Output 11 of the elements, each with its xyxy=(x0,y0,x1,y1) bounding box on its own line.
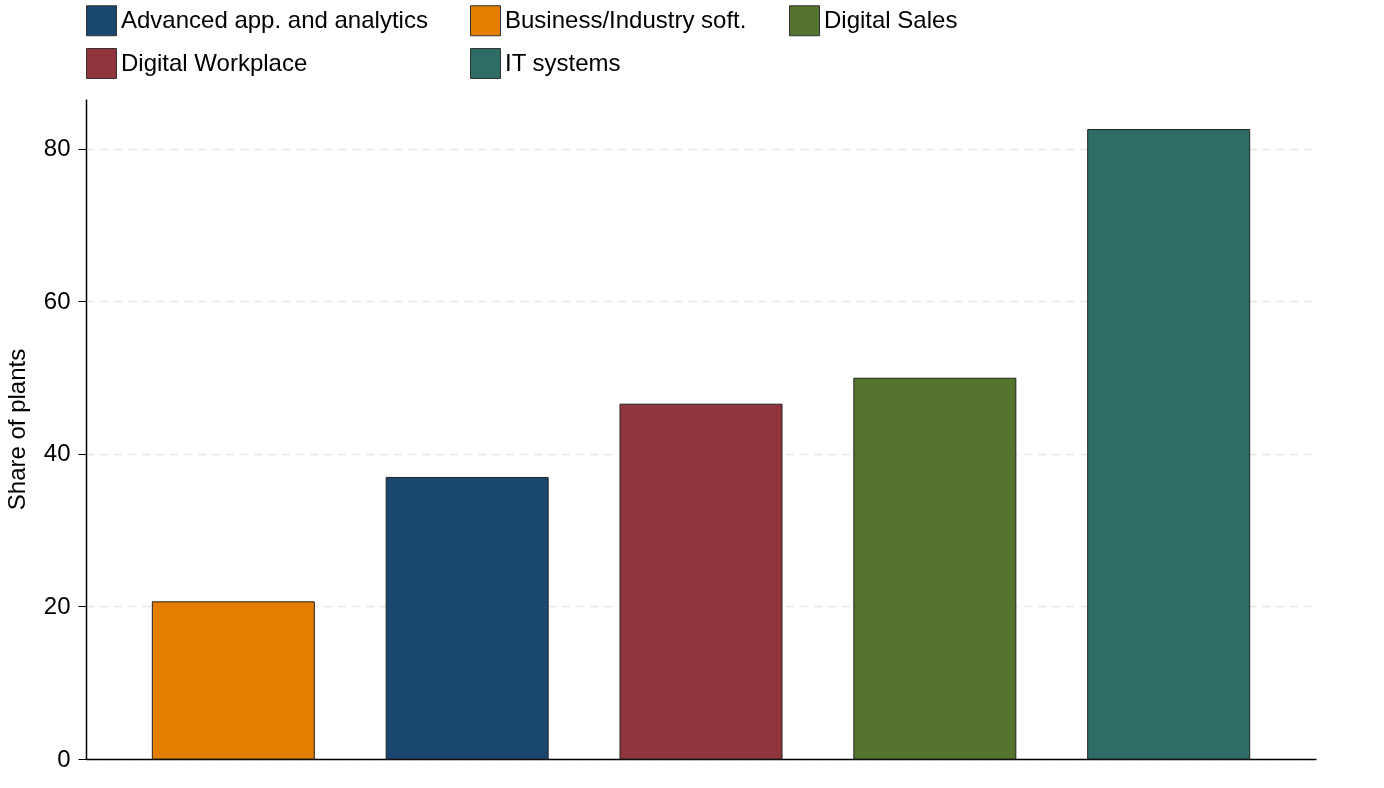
y-tick-label: 40 xyxy=(43,439,71,467)
legend-label: Advanced app. and analytics xyxy=(121,5,428,33)
y-axis-title: Share of plants xyxy=(2,348,30,511)
y-tick-label: 20 xyxy=(43,591,71,619)
legend-label: IT systems xyxy=(505,48,621,76)
legend-label: Digital Workplace xyxy=(121,48,308,76)
y-tick-label: 0 xyxy=(57,744,71,772)
y-tick-label: 80 xyxy=(43,134,71,162)
y-tick-label: 60 xyxy=(43,286,71,314)
legend-label: Digital Sales xyxy=(824,5,958,33)
legend-label: Business/Industry soft. xyxy=(505,5,747,33)
